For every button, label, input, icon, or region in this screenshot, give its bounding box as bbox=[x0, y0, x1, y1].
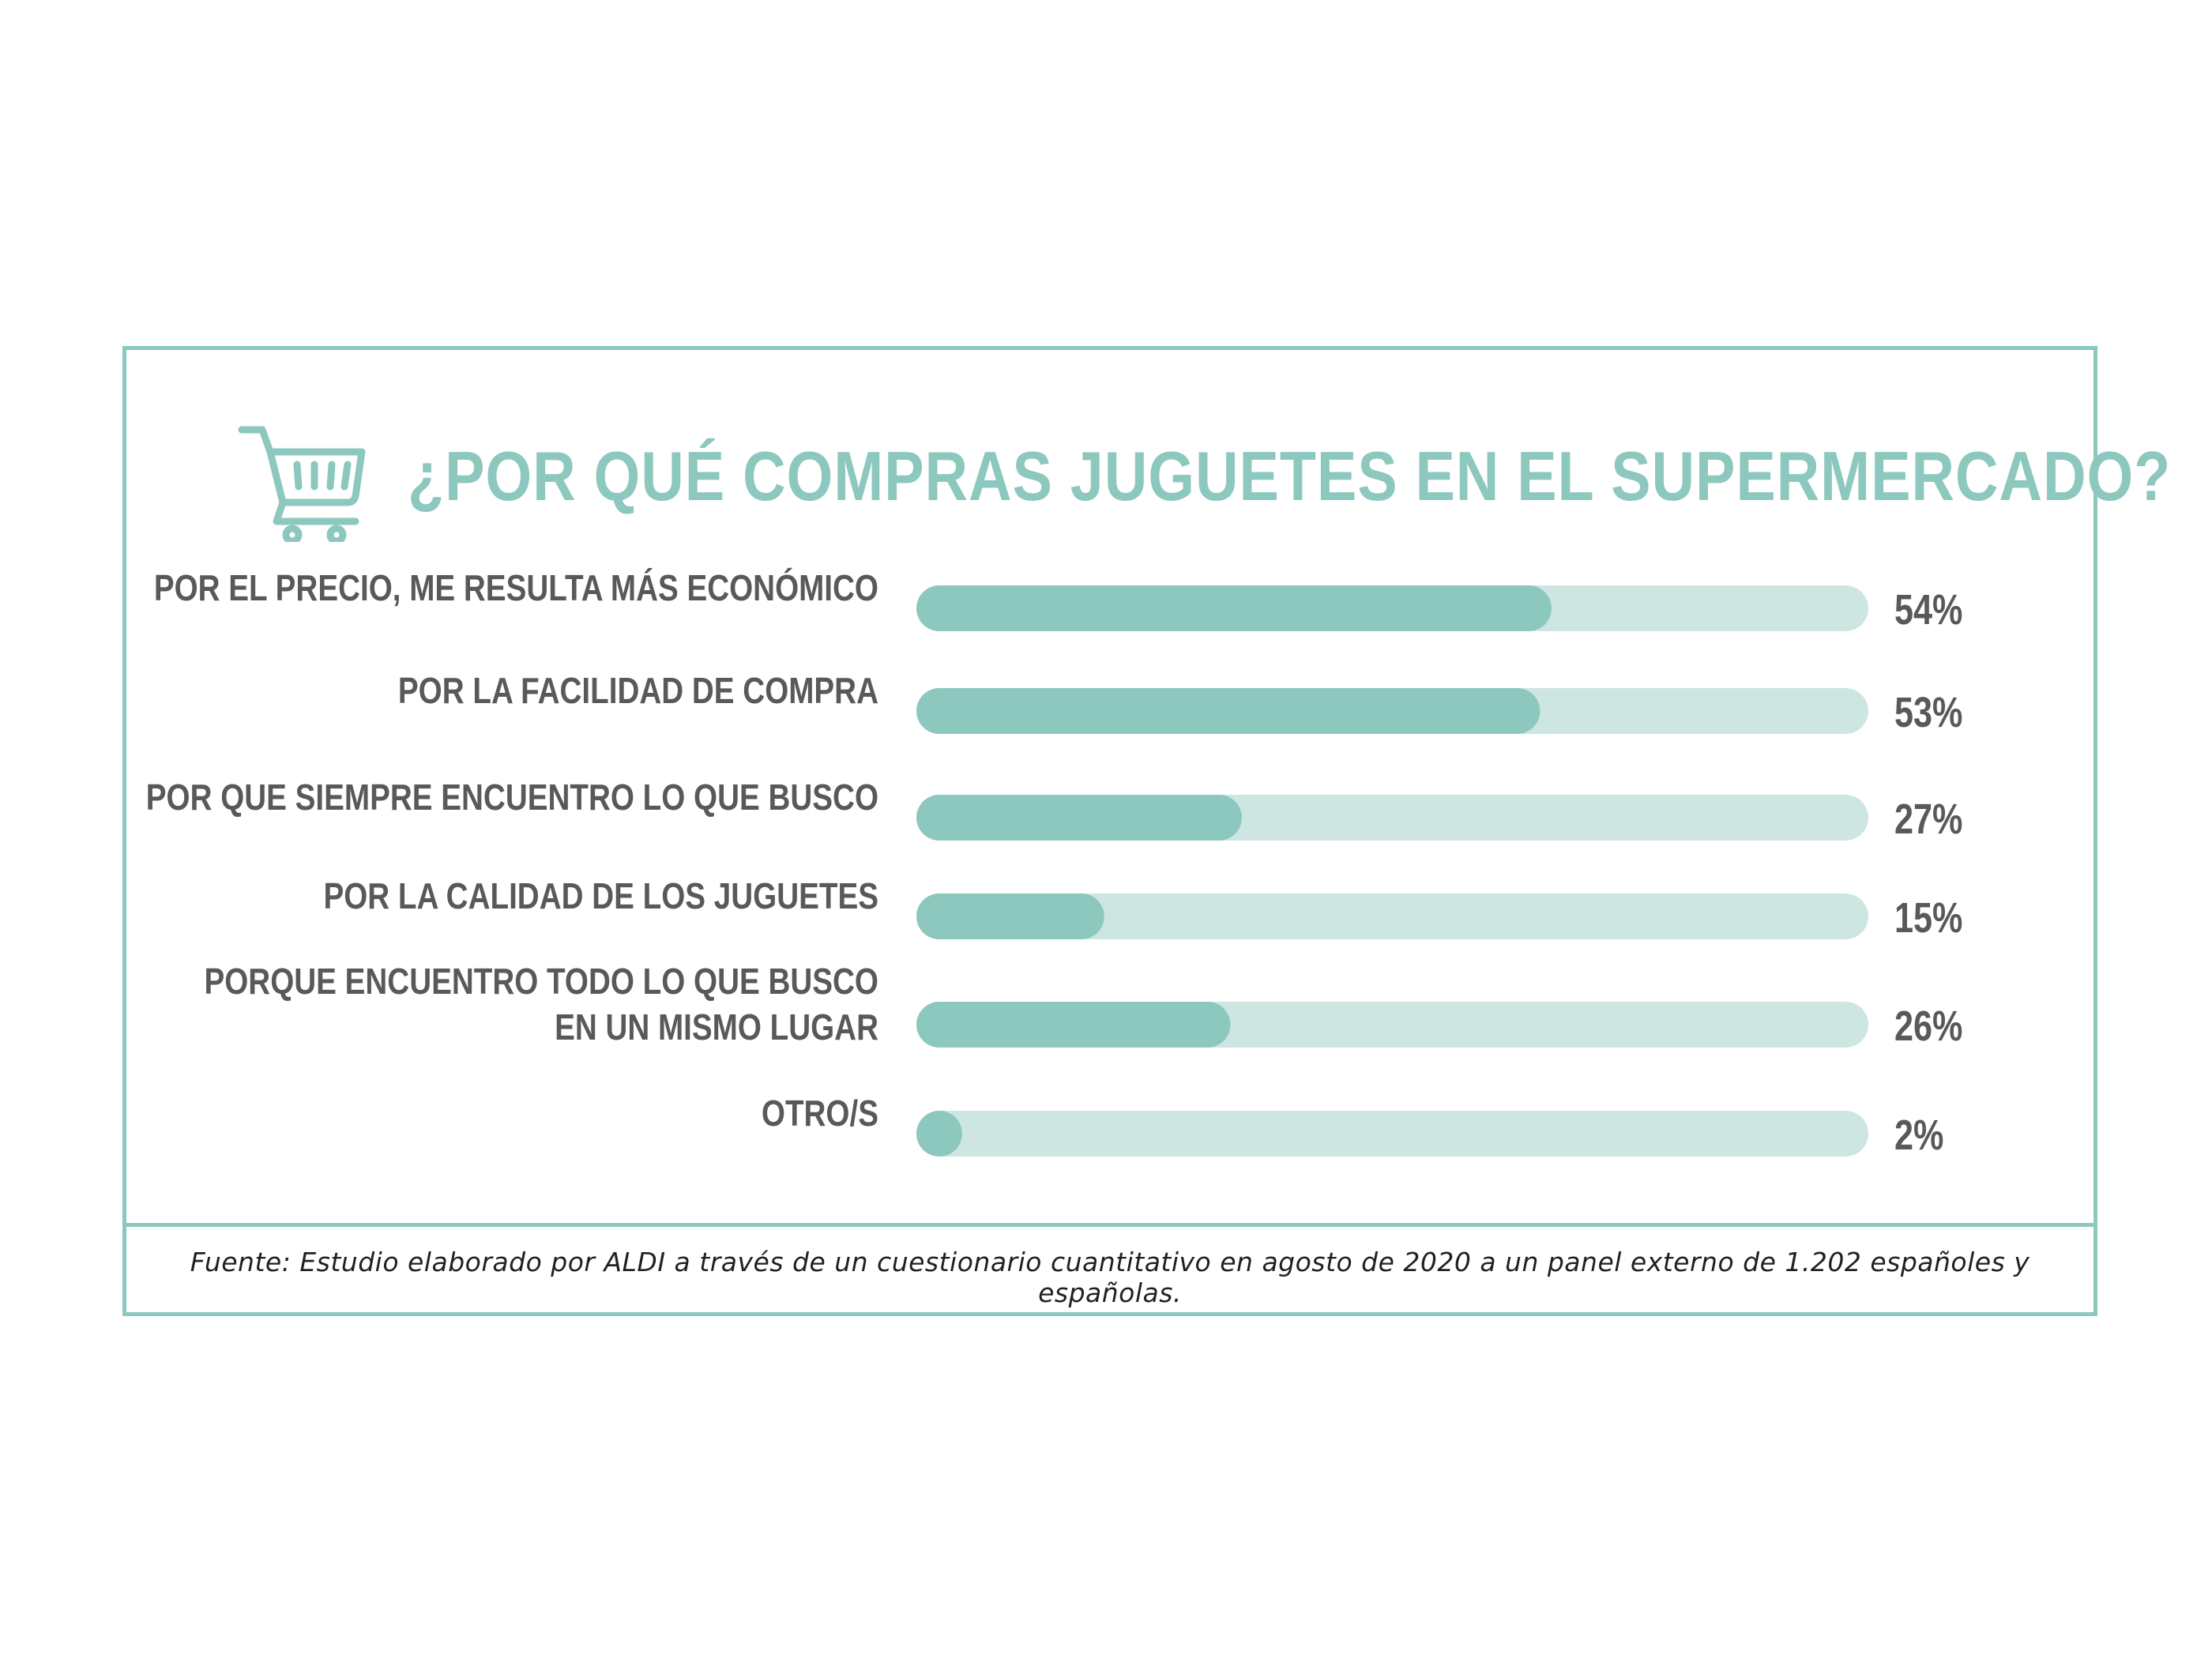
value-label: 2% bbox=[1894, 1112, 1943, 1160]
source-note: Fuente: Estudio elaborado por ALDI a tra… bbox=[190, 1247, 2030, 1308]
bar bbox=[916, 688, 1540, 734]
value-label: 26% bbox=[1894, 1003, 1962, 1051]
category-label: EN UN MISMO LUGAR bbox=[555, 1007, 878, 1048]
category-label: POR QUE SIEMPRE ENCUENTRO LO QUE BUSCO bbox=[146, 777, 878, 818]
value-label: 15% bbox=[1894, 895, 1962, 942]
source-divider bbox=[126, 1223, 2094, 1227]
bar bbox=[916, 893, 1104, 939]
value-label: 53% bbox=[1894, 690, 1962, 737]
bar-track bbox=[916, 1111, 1868, 1157]
value-label: 27% bbox=[1894, 796, 1962, 844]
category-label: PORQUE ENCUENTRO TODO LO QUE BUSCO bbox=[204, 961, 878, 1002]
category-label: OTRO/S bbox=[762, 1093, 878, 1134]
category-label: POR LA CALIDAD DE LOS JUGUETES bbox=[323, 876, 878, 916]
chart-frame bbox=[122, 346, 2097, 1316]
bar bbox=[916, 1002, 1231, 1048]
bar bbox=[916, 1111, 962, 1157]
category-label: POR LA FACILIDAD DE COMPRA bbox=[398, 671, 878, 711]
value-label: 54% bbox=[1894, 587, 1962, 634]
shopping-cart-icon bbox=[238, 426, 366, 542]
bar bbox=[916, 795, 1242, 841]
bar bbox=[916, 585, 1552, 631]
bar-track bbox=[916, 893, 1868, 939]
category-label: POR EL PRECIO, ME RESULTA MÁS ECONÓMICO bbox=[154, 567, 878, 608]
